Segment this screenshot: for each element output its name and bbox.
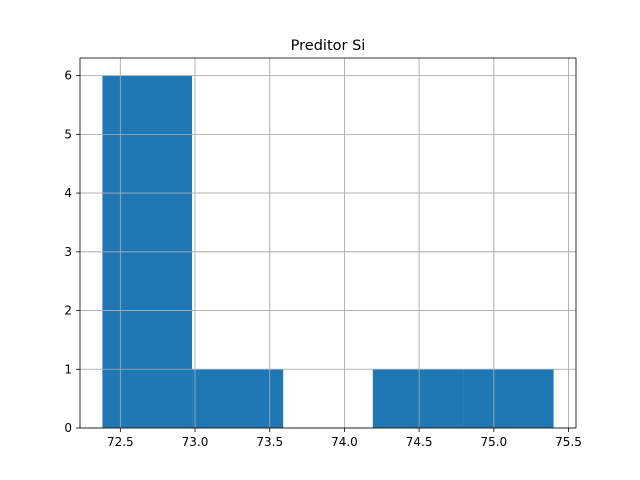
histogram-bar [463,369,554,428]
histogram-bar [372,369,464,428]
y-tick-label: 5 [64,127,72,141]
x-tick-label: 75.5 [555,435,582,449]
y-tick-label: 0 [64,421,72,435]
y-tick-label: 6 [64,69,72,83]
axis-ticks: 72.5 73.0 73.5 74.0 74.5 75.0 75.5 0 1 2 3 4 5 6 [64,69,582,449]
plot-area-frame [79,57,577,429]
chart-title: Preditor Si [291,38,366,54]
y-tick-label: 4 [64,186,72,200]
y-tick-label: 2 [64,304,72,318]
x-tick-label: 75.0 [480,435,507,449]
histogram-bar [192,369,284,428]
x-tick-label: 73.5 [256,435,283,449]
x-tick-label: 74.0 [331,435,358,449]
x-tick-label: 72.5 [107,435,134,449]
x-tick-label: 73.0 [182,435,209,449]
y-tick-label: 1 [64,362,72,376]
x-tick-label: 74.5 [406,435,433,449]
y-tick-label: 3 [64,245,72,259]
